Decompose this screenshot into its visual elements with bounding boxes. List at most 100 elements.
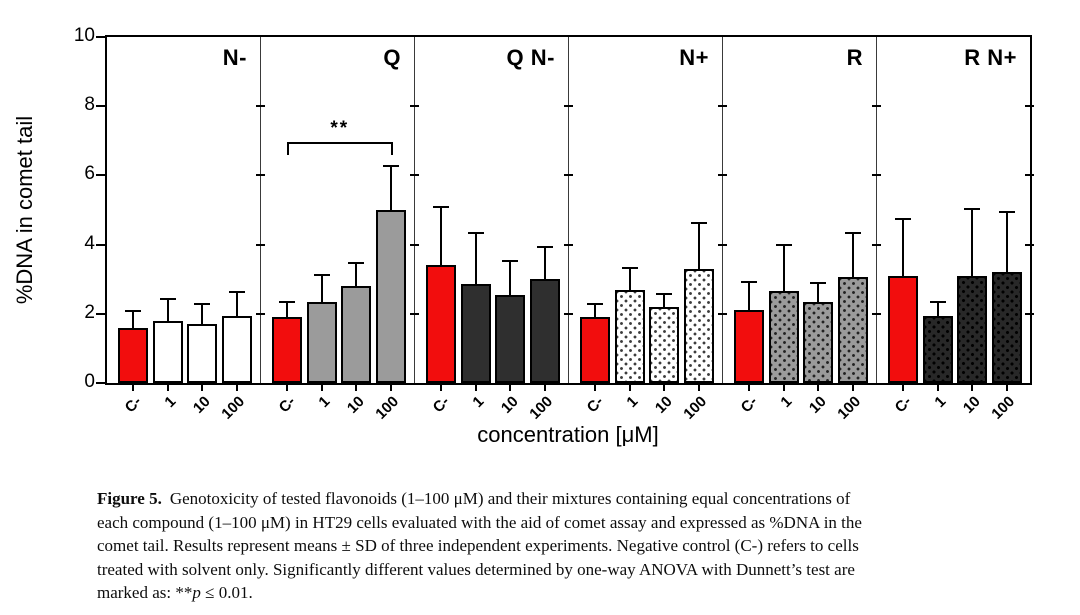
y-axis-title: %DNA in comet tail [12, 115, 37, 305]
bar-10 [187, 324, 217, 383]
x-axis-tick [132, 383, 134, 391]
error-bar-cap [621, 266, 638, 269]
x-tick-label: 10 [806, 393, 831, 417]
figure-number: Figure 5. [97, 489, 162, 508]
panel-divider-tick [256, 312, 265, 315]
panel-divider-tick [718, 105, 727, 108]
bar-1 [152, 320, 183, 383]
x-tick-label: 1 [623, 393, 642, 411]
x-axis-tick [902, 383, 904, 391]
error-bar-cap [844, 232, 861, 235]
x-tick-label: 10 [652, 393, 677, 417]
x-tick-label: 10 [960, 393, 985, 417]
panel-divider-tick [718, 243, 727, 246]
panel-divider-tick [718, 312, 727, 315]
x-tick-label: 100 [680, 393, 711, 423]
bar-C- [580, 317, 610, 383]
panel-divider-tick [564, 174, 573, 177]
panel-divider-tick [256, 105, 265, 108]
error-bar-cap [382, 164, 399, 167]
bar-10 [341, 286, 371, 383]
panel-divider-tick [410, 105, 419, 108]
x-axis-tick [355, 383, 357, 391]
x-tick-label: 10 [190, 393, 215, 417]
bar-C- [272, 317, 302, 383]
x-axis-tick [286, 383, 288, 391]
error-bar-cap [690, 221, 707, 224]
error-bar-line [663, 294, 665, 309]
y-tick-label: 0 [84, 371, 95, 392]
x-axis-tick [474, 383, 477, 391]
error-bar-line [628, 268, 631, 292]
x-tick-label: 100 [834, 393, 865, 423]
error-bar-line [748, 282, 750, 313]
bar-C- [734, 310, 764, 383]
y-tick-label: 10 [73, 25, 95, 46]
y-tick-label: 8 [84, 94, 95, 116]
caption-p-value: p [192, 583, 201, 602]
error-bar-cap [433, 206, 449, 209]
error-bar-line [132, 312, 134, 330]
caption-line: comet tail. Results represent means ± SD… [97, 536, 859, 555]
x-tick-label: 10 [344, 393, 369, 417]
x-axis-tick [389, 383, 392, 391]
error-bar-line [355, 263, 357, 289]
error-bar-line [320, 275, 323, 304]
y-axis-tick [96, 312, 105, 315]
x-tick-label: 1 [161, 393, 180, 411]
error-bar-line [902, 220, 904, 278]
panel-divider-tick [1025, 312, 1034, 315]
panel-divider-tick [872, 312, 881, 315]
x-tick-label: 100 [526, 393, 557, 423]
x-tick-label: 1 [469, 393, 488, 411]
error-bar-line [782, 246, 785, 294]
bar-1 [306, 301, 337, 383]
panel-divider-tick [256, 243, 265, 246]
panel-label: R N+ [964, 45, 1017, 70]
panel-divider-tick [564, 243, 573, 246]
bar-100 [221, 315, 252, 383]
x-axis-tick [851, 383, 854, 391]
x-tick-label: C- [429, 393, 454, 417]
x-axis-tick [936, 383, 939, 391]
x-tick-label: 100 [988, 393, 1019, 423]
panel-divider-tick [410, 243, 419, 246]
error-bar-cap [929, 301, 946, 304]
chart-panel-N+: N+ C- 1 10 100 [564, 37, 722, 423]
error-bar-line [440, 208, 442, 268]
error-bar-cap [502, 259, 518, 262]
error-bar-line [697, 223, 700, 271]
error-bar-line [936, 303, 939, 318]
error-bar-line [201, 305, 203, 327]
error-bar-cap [228, 291, 245, 294]
y-axis-tick [96, 36, 105, 38]
bar-10 [803, 301, 833, 383]
error-bar-cap [348, 261, 364, 264]
caption-line: marked as: **p ≤ 0.01. [97, 581, 1007, 605]
error-bar-cap [895, 218, 911, 221]
x-tick-label: C- [275, 393, 300, 417]
error-bar-line [817, 284, 819, 304]
error-bar-cap [194, 303, 210, 306]
x-tick-label: 100 [218, 393, 249, 423]
error-bar-line [594, 305, 596, 320]
bar-1 [922, 315, 953, 383]
x-axis-tick [748, 383, 750, 391]
x-axis-tick [320, 383, 323, 391]
caption-line: Figure 5. Genotoxicity of tested flavonoi… [97, 487, 1007, 511]
error-bar-cap [775, 244, 792, 247]
error-bar-line [166, 299, 169, 323]
x-axis-tick [594, 383, 596, 391]
bar-C- [118, 327, 148, 383]
error-bar-line [235, 293, 238, 318]
bar-100 [683, 268, 714, 383]
panel-divider-tick [256, 174, 265, 177]
error-bar-cap [125, 310, 141, 313]
panel-divider-tick [564, 312, 573, 315]
panel-divider-tick [1025, 174, 1034, 177]
error-bar-line [286, 303, 288, 320]
x-axis-tick [509, 383, 511, 391]
significance-bracket-end [390, 142, 393, 156]
bar-100 [837, 277, 868, 383]
panel-label: R [846, 45, 863, 70]
